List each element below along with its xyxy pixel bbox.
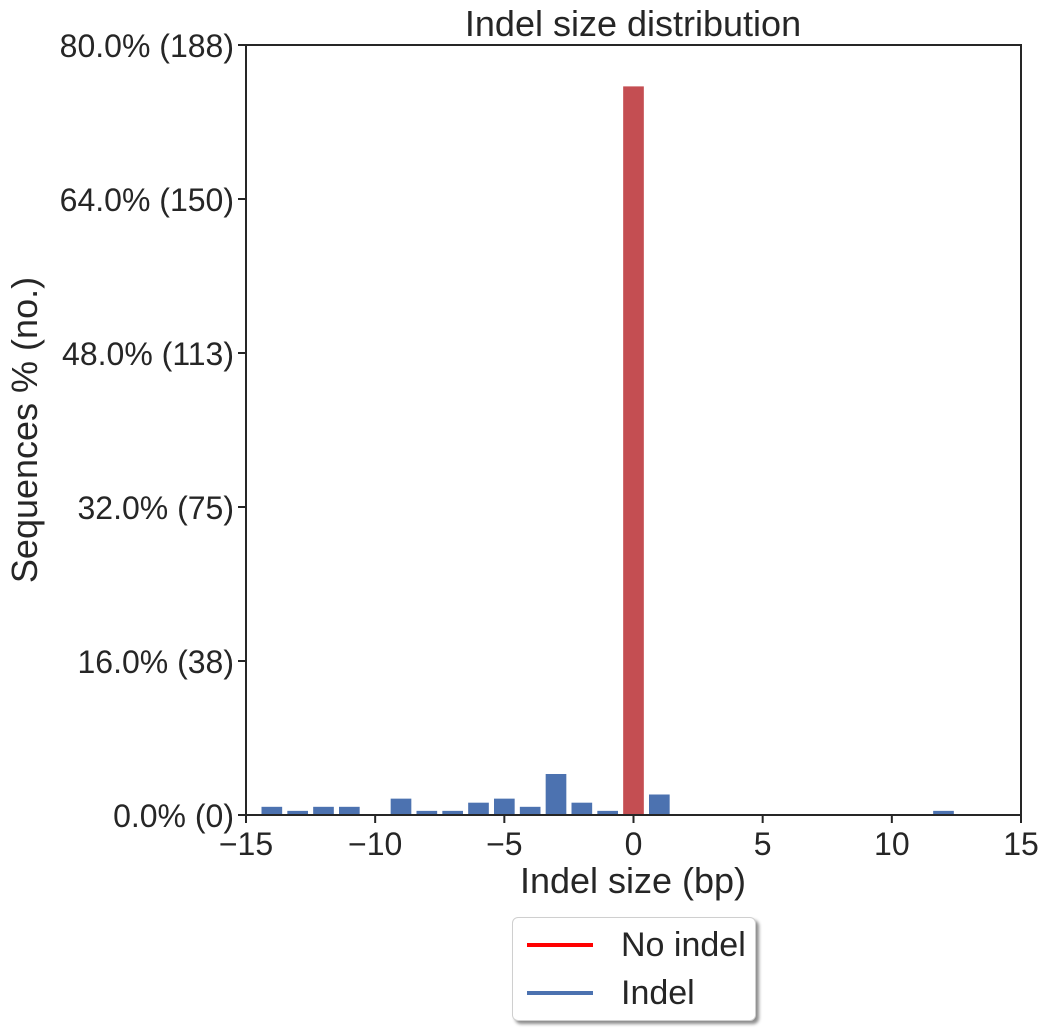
legend-item-no-indel: No indel <box>527 923 746 967</box>
bar-indel-8 <box>494 798 515 815</box>
bar-indel-2 <box>313 806 334 815</box>
x-tick-label: 15 <box>1003 826 1039 862</box>
bar-indel-14 <box>933 810 954 815</box>
legend-label-no-indel: No indel <box>621 925 746 964</box>
x-tick-label: 10 <box>874 826 910 862</box>
indel-size-chart: Indel size distribution 0.0% (0) 16.0% (3… <box>4 3 1039 901</box>
legend: No indel Indel <box>512 917 756 1021</box>
bar-indel-13 <box>649 794 670 815</box>
bar-indel-3 <box>339 806 360 815</box>
bar-indel-9 <box>519 806 541 815</box>
bar-indel-4 <box>390 798 412 815</box>
y-tick-label: 16.0% (38) <box>77 644 234 680</box>
legend-item-indel: Indel <box>527 971 695 1015</box>
chart-title: Indel size distribution <box>465 3 801 44</box>
x-ticks: −15 −10 −5 0 5 10 15 <box>219 815 1039 862</box>
plot-frame <box>245 44 1022 816</box>
x-tick-label: −15 <box>219 826 273 862</box>
bar-indel-6 <box>442 810 463 815</box>
bar-indel-7 <box>468 802 489 815</box>
y-tick-label: 64.0% (150) <box>60 182 234 218</box>
x-tick-label: 0 <box>625 826 643 862</box>
y-tick-label: 0.0% (0) <box>113 798 234 834</box>
y-ticks: 0.0% (0) 16.0% (38) 32.0% (75) 48.0% (113) 6… <box>60 28 246 834</box>
bar-no-indel-0 <box>623 86 644 815</box>
x-tick-label: −5 <box>486 826 522 862</box>
legend-swatch-no-indel <box>527 943 593 947</box>
bar-indel-10 <box>545 773 567 815</box>
y-axis-label: Sequences % (no.) <box>4 277 45 583</box>
bar-indel-11 <box>571 802 593 815</box>
x-tick-label: 5 <box>754 826 772 862</box>
x-tick-label: −10 <box>348 826 402 862</box>
bar-indel-5 <box>416 810 438 815</box>
legend-label-indel: Indel <box>621 973 695 1012</box>
bar-indel-0 <box>261 806 283 815</box>
bars-layer <box>261 86 954 815</box>
legend-swatch-indel <box>527 991 593 995</box>
x-axis-label: Indel size (bp) <box>520 860 746 901</box>
y-tick-label: 48.0% (113) <box>62 336 234 372</box>
y-tick-label: 32.0% (75) <box>77 490 234 526</box>
y-tick-label: 80.0% (188) <box>60 28 234 64</box>
bar-indel-12 <box>597 810 618 815</box>
bar-indel-1 <box>287 810 308 815</box>
